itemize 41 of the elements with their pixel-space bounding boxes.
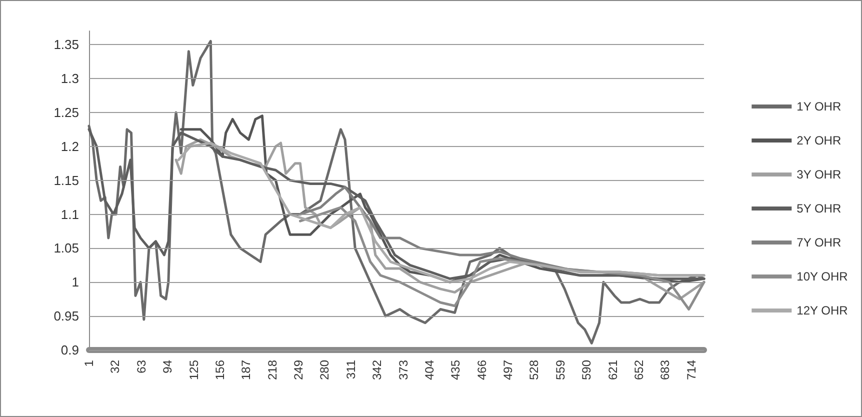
- legend-label: 2Y OHR: [796, 134, 842, 148]
- x-tick-label: 559: [553, 360, 568, 380]
- y-tick-label: 0.9: [60, 342, 79, 358]
- x-tick-label: 311: [344, 360, 358, 380]
- y-tick-label: 1.2: [60, 138, 79, 154]
- y-tick-label: 0.95: [54, 308, 79, 324]
- x-tick-label: 32: [108, 360, 122, 374]
- x-tick-label: 125: [186, 360, 201, 380]
- y-tick-label: 1.15: [54, 172, 79, 188]
- x-tick-label: 218: [265, 360, 280, 380]
- x-tick-label: 63: [134, 360, 148, 374]
- legend-label: 12Y OHR: [796, 304, 848, 318]
- x-tick-label: 652: [632, 360, 646, 380]
- x-tick-label: 466: [474, 360, 489, 380]
- x-tick-label: 590: [580, 360, 594, 380]
- x-tick-label: 280: [318, 360, 332, 380]
- x-tick-label: 404: [422, 360, 436, 380]
- legend-label: 3Y OHR: [796, 168, 842, 182]
- legend-label: 1Y OHR: [796, 100, 842, 114]
- x-tick-label: 435: [448, 360, 463, 380]
- x-tick-label: 156: [212, 360, 227, 380]
- y-tick-label: 1.35: [54, 37, 79, 52]
- x-tick-label: 94: [160, 360, 175, 374]
- x-tick-label: 497: [501, 360, 516, 380]
- x-tick-label: 187: [239, 360, 254, 380]
- y-tick-label: 1: [72, 274, 79, 290]
- legend-label: 5Y OHR: [796, 202, 842, 216]
- x-tick-label: 342: [370, 360, 384, 380]
- y-tick-label: 1.1: [60, 206, 79, 222]
- x-tick-label: 683: [658, 360, 672, 380]
- y-tick-label: 1.25: [54, 104, 79, 120]
- y-tick-label: 1.05: [54, 240, 79, 256]
- x-tick-label: 621: [606, 360, 620, 380]
- x-tick-label: 373: [396, 360, 410, 380]
- y-tick-label: 1.3: [60, 71, 79, 86]
- x-tick-label: 249: [292, 360, 306, 380]
- x-tick-label: 1: [82, 360, 96, 367]
- legend-label: 10Y OHR: [796, 270, 848, 284]
- x-tick-label: 528: [527, 360, 542, 380]
- legend-label: 7Y OHR: [796, 236, 842, 250]
- x-tick-label: 714: [684, 360, 698, 380]
